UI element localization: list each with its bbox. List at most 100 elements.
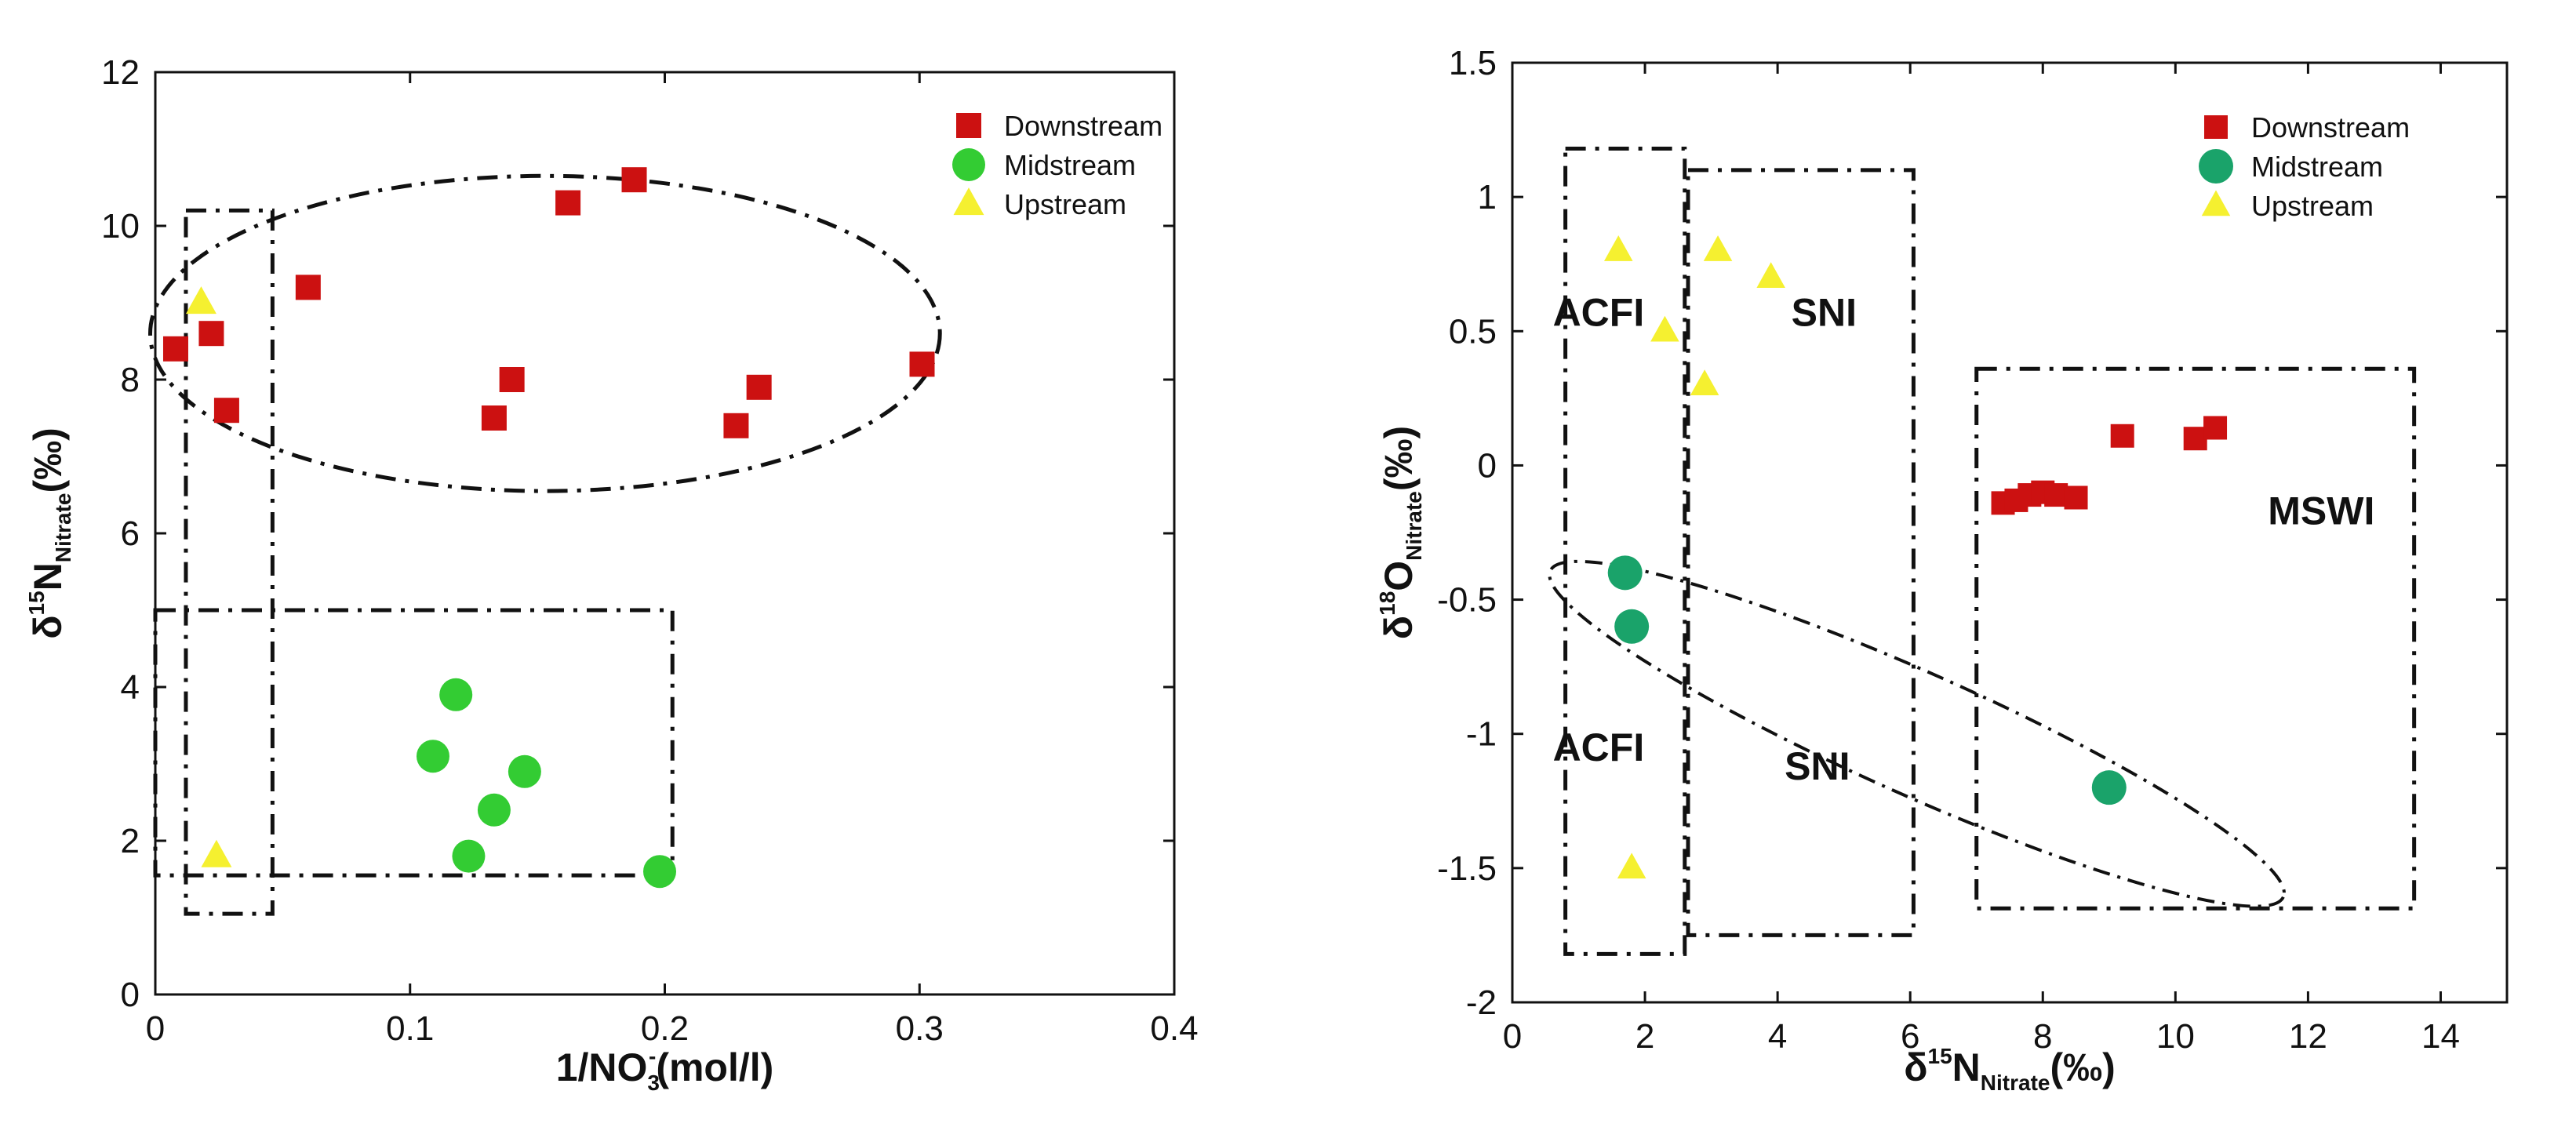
data-point-downstream [481, 405, 507, 431]
x-axis-title-sub: Nitrate [1981, 1071, 2050, 1095]
grouping-rectangle [184, 208, 275, 916]
data-point-downstream [2064, 485, 2088, 510]
x-tick-label: 0 [1503, 1017, 1522, 1056]
y-axis-title-main: δ [1377, 616, 1421, 639]
y-tick-label: 6 [121, 514, 140, 553]
data-point-downstream [621, 167, 647, 193]
data-point-midstream [416, 740, 449, 773]
x-axis-title-sup: - [649, 1044, 656, 1068]
x-axis-title: 1/NO3 -(mol/l) [556, 1044, 774, 1095]
region-label: ACFI [1553, 725, 1645, 769]
data-point-downstream [295, 275, 321, 300]
y-tick-label: 1 [1478, 178, 1497, 216]
y-tick-label: 10 [101, 207, 140, 245]
data-point-midstream [452, 839, 486, 873]
x-tick-label: 12 [2289, 1017, 2327, 1056]
data-point-midstream [1607, 555, 1643, 591]
data-point-upstream [1756, 262, 1785, 289]
x-axis-title: δ15NNitrate(‰) [1904, 1044, 2116, 1095]
legend-label-midstream: Midstream [2251, 151, 2383, 183]
grouping-ellipse [1548, 559, 2286, 908]
x-axis-title-sup: 15 [1928, 1044, 1952, 1068]
data-point-downstream [723, 413, 749, 438]
y-axis-title-sub: Nitrate [1402, 491, 1426, 561]
data-point-midstream [1614, 609, 1650, 644]
y-tick-label: 0 [121, 976, 140, 1014]
region-label: MSWI [2268, 489, 2374, 533]
y-tick-label: 0 [1478, 446, 1497, 485]
data-point-downstream [162, 336, 188, 362]
legend-label-downstream: Downstream [1004, 110, 1162, 142]
data-point-midstream [508, 754, 541, 788]
x-axis-title-main: 1/NO [556, 1045, 648, 1089]
data-point-downstream [2183, 427, 2207, 451]
y-tick-label: -1.5 [1437, 849, 1497, 888]
data-point-downstream [2044, 483, 2068, 507]
data-point-upstream [1617, 853, 1646, 879]
region-label: ACFI [1553, 290, 1645, 334]
y-axis-title-tail: (‰) [1377, 426, 1421, 491]
data-point-upstream [1690, 369, 1719, 395]
region-label: SNI [1785, 744, 1850, 788]
y-axis-title-base: N [26, 562, 70, 591]
legend-label-downstream: Downstream [2251, 111, 2410, 144]
grouping-rectangle [1974, 366, 2417, 911]
y-tick-label: 2 [121, 822, 140, 860]
data-point-downstream [2203, 416, 2228, 440]
y-axis-title-tail: (‰) [26, 427, 70, 493]
left-scatter-chart: 0 0.1 0.2 0.3 0.4 0 2 4 6 8 10 12 1/NO3 -(mol/l) δ15NN… [24, 53, 1199, 1095]
legend-label-midstream: Midstream [1004, 149, 1136, 181]
x-axis-title-sub: 3 [647, 1071, 660, 1095]
x-tick-label: 0.2 [641, 1009, 689, 1048]
data-point-upstream [185, 286, 216, 314]
region-label: SNI [1792, 290, 1857, 334]
y-axis-title-sup: 18 [1375, 591, 1399, 616]
data-point-downstream [198, 321, 224, 347]
legend-label-upstream: Upstream [1004, 188, 1126, 220]
data-point-downstream [499, 367, 525, 392]
grouping-rectangle [1686, 168, 1916, 937]
x-tick-label: 14 [2421, 1017, 2460, 1056]
grouping-ellipse [148, 173, 942, 493]
y-tick-label: -0.5 [1437, 581, 1497, 620]
y-tick-label: -1 [1466, 715, 1497, 754]
y-axis-title: δ15NNitrate(‰) [24, 427, 75, 639]
data-point-midstream [643, 855, 677, 889]
y-tick-label: 0.5 [1449, 312, 1497, 351]
y-axis-title-sub: Nitrate [51, 493, 75, 563]
legend-marker-downstream [2204, 115, 2228, 139]
x-tick-label: 4 [1768, 1017, 1787, 1056]
data-point-upstream [201, 839, 232, 867]
data-point-midstream [477, 793, 511, 827]
plot-frame [1511, 61, 2509, 1004]
y-axis-title-main: δ [26, 615, 70, 638]
y-tick-label: 1.5 [1449, 44, 1497, 82]
data-point-upstream [1650, 315, 1679, 342]
grouping-rectangle [1563, 147, 1687, 956]
grouping-rectangle [153, 608, 675, 878]
data-point-downstream [555, 190, 581, 216]
legend-marker-upstream [2201, 190, 2231, 216]
x-axis-title-main: δ [1904, 1045, 1927, 1089]
legend-label-upstream: Upstream [2251, 190, 2374, 222]
x-tick-label: 0.3 [896, 1009, 944, 1048]
y-axis-title-sup: 15 [24, 591, 49, 615]
data-point-downstream [909, 351, 935, 377]
x-axis-title-base: N [1952, 1045, 1981, 1089]
x-axis-title-tail: (mol/l) [656, 1045, 773, 1089]
legend-marker-upstream [953, 187, 984, 216]
y-axis-title-base: O [1377, 561, 1421, 591]
data-point-upstream [1703, 235, 1733, 261]
x-tick-label: 8 [2033, 1017, 2052, 1056]
y-tick-label: 12 [101, 53, 140, 92]
x-axis-title-tail: (‰) [2050, 1045, 2115, 1089]
data-point-downstream [213, 398, 239, 424]
data-point-midstream [2091, 770, 2127, 805]
x-tick-label: 2 [1635, 1017, 1654, 1056]
x-tick-label: 0 [146, 1009, 165, 1048]
data-point-downstream [2110, 424, 2134, 448]
legend-marker-midstream [2199, 149, 2233, 184]
y-tick-label: 8 [121, 361, 140, 399]
x-tick-label: 0.4 [1150, 1009, 1198, 1048]
